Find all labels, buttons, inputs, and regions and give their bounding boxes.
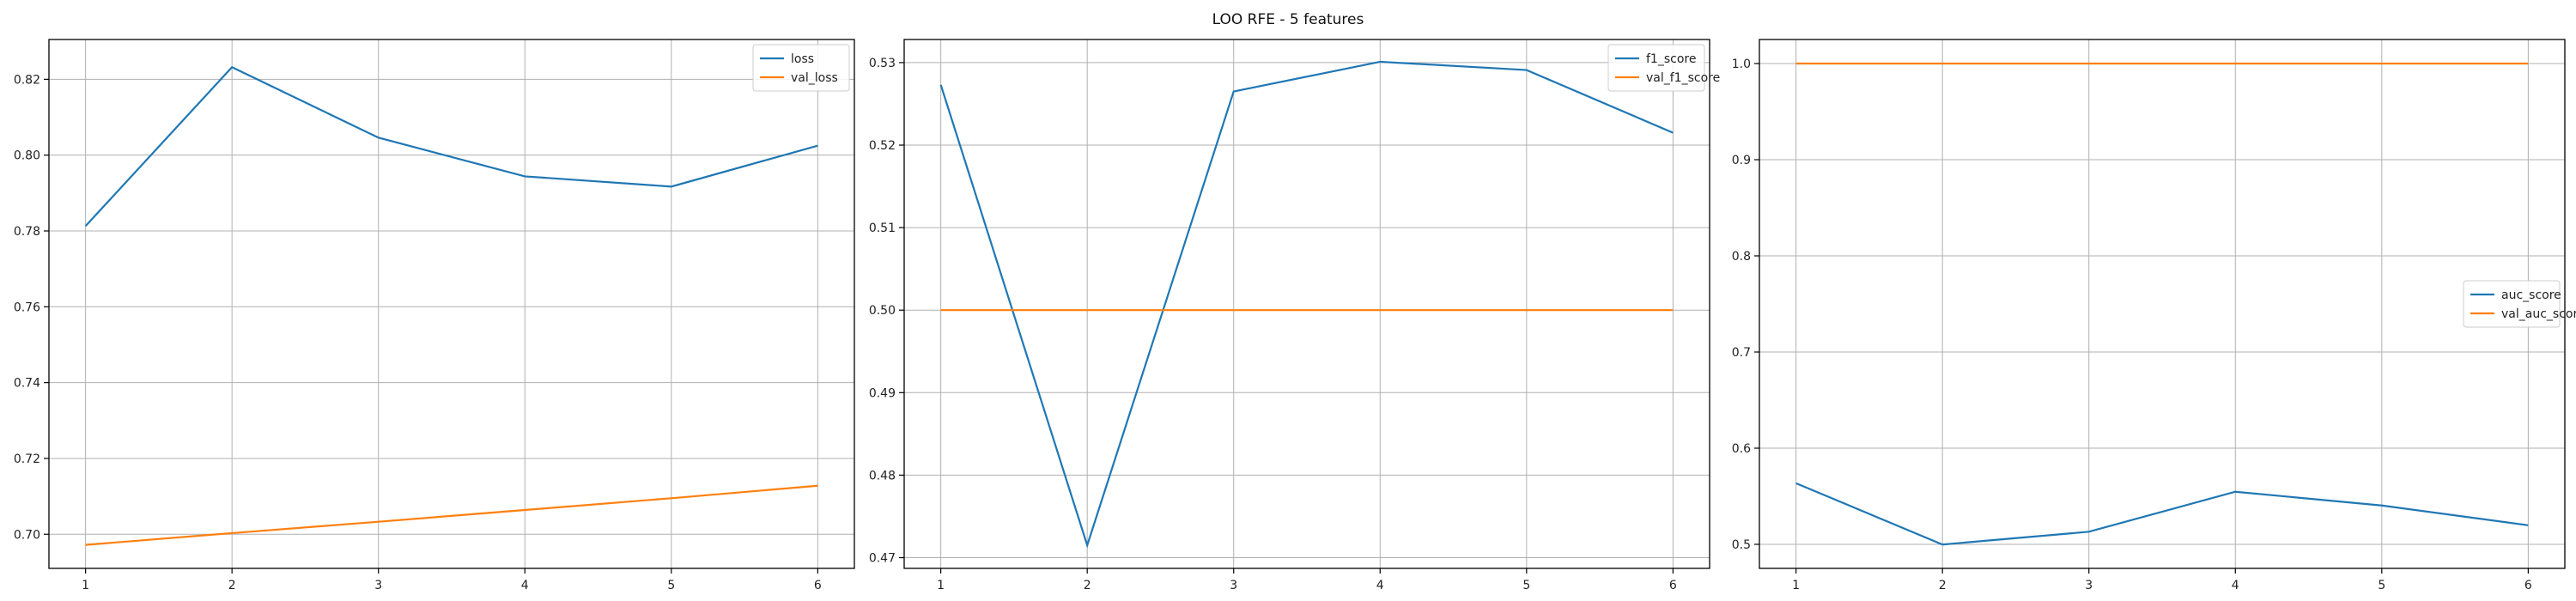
y-tick-label: 0.8: [1732, 250, 1751, 264]
x-tick-label: 5: [1522, 579, 1530, 592]
legend-frame: [2463, 280, 2561, 328]
x-tick-label: 4: [1376, 579, 1384, 592]
y-tick-label: 0.72: [14, 452, 40, 466]
series-line-loss: [84, 65, 818, 228]
figure-title: LOO RFE - 5 features: [1212, 11, 1364, 28]
x-tick-label: 2: [228, 579, 236, 592]
legend-label: val_loss: [791, 71, 838, 85]
y-tick-label: 0.9: [1732, 154, 1751, 167]
y-tick-label: 0.7: [1732, 346, 1751, 360]
y-tick-label: 0.74: [14, 377, 40, 391]
x-tick-label: 4: [2232, 579, 2239, 592]
y-tick-label: 0.82: [14, 73, 40, 87]
x-tick-label: 1: [1792, 579, 1800, 592]
y-tick-label: 0.51: [869, 222, 896, 235]
subplot-2: 1 2 3 4 5 6 0.47 0.48 0.49 0.50 0.51 0.52 0.53 f1_sco…: [869, 39, 1720, 592]
x-tick-label: 5: [2378, 579, 2385, 592]
axes-frame: [48, 39, 855, 569]
y-tick-label: 0.52: [869, 139, 896, 153]
x-tick-label: 1: [937, 579, 945, 592]
x-tick-label: 5: [667, 579, 675, 592]
legend-frame: [752, 44, 850, 92]
subplot-3: 1 2 3 4 5 6 0.5 0.6 0.7 0.8 0.9 1.0 auc_score val_auc…: [1732, 39, 2576, 592]
legend: f1_score val_f1_score: [1607, 44, 1720, 92]
x-tick-label: 3: [374, 579, 382, 592]
series-line-auc-score: [1795, 482, 2529, 546]
x-tick-label: 6: [814, 579, 822, 592]
y-tick-label: 0.78: [14, 225, 40, 239]
x-tick-label: 3: [1230, 579, 1237, 592]
y-tick-label: 0.80: [14, 149, 40, 163]
y-tick-label: 0.6: [1732, 442, 1751, 456]
series-line-val-loss: [85, 484, 818, 546]
legend-label: val_f1_score: [1646, 71, 1720, 85]
y-tick-label: 0.48: [869, 469, 896, 483]
x-tick-label: 1: [82, 579, 89, 592]
legend-frame: [1607, 44, 1705, 92]
subplot-1: 1 2 3 4 5 6 0.70 0.72 0.74 0.76 0.78 0.80 0.82 loss va…: [14, 39, 855, 592]
y-tick-label: 0.53: [869, 57, 896, 70]
y-tick-label: 0.50: [869, 304, 896, 318]
x-tick-label: 3: [2085, 579, 2093, 592]
legend: auc_score val_auc_score: [2463, 280, 2576, 328]
x-tick-label: 6: [2524, 579, 2532, 592]
legend: loss val_loss: [752, 44, 850, 92]
series-line-f1-score: [939, 60, 1674, 549]
y-tick-label: 0.5: [1732, 538, 1751, 552]
x-tick-label: 2: [1084, 579, 1091, 592]
legend-label: f1_score: [1646, 52, 1696, 66]
legend-label: auc_score: [2501, 288, 2561, 302]
axes-frame: [903, 39, 1710, 569]
legend-label: val_auc_score: [2501, 307, 2576, 321]
y-tick-label: 1.0: [1732, 58, 1751, 71]
x-tick-label: 2: [1939, 579, 1947, 592]
axes-frame: [1759, 39, 2566, 569]
y-tick-label: 0.47: [869, 552, 896, 566]
y-tick-label: 0.70: [14, 528, 40, 542]
y-tick-label: 0.49: [869, 386, 896, 400]
legend-label: loss: [791, 52, 814, 66]
x-tick-label: 6: [1669, 579, 1677, 592]
y-tick-label: 0.76: [14, 300, 40, 314]
x-tick-label: 4: [521, 579, 529, 592]
